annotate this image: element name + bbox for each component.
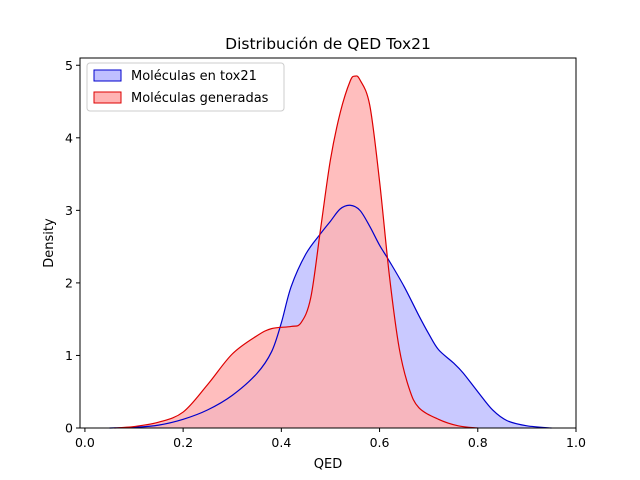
y-axis-label: Density: [42, 218, 57, 268]
x-tick-label: 0.4: [271, 435, 291, 450]
legend-swatch-1: [93, 69, 122, 82]
legend-box: [86, 62, 285, 112]
x-tick-label: 1.0: [566, 435, 586, 450]
x-tick-label: 0.8: [468, 435, 488, 450]
y-tick-label: 2: [65, 275, 73, 290]
series-layer: [109, 75, 552, 429]
x-tick-label: 0.6: [370, 435, 390, 450]
series-1-line: [109, 204, 552, 429]
plot-frame: [79, 57, 577, 429]
y-tick-label: 5: [65, 58, 73, 73]
series-2-area: [114, 75, 478, 428]
chart-title: Distribución de QED Tox21: [225, 35, 431, 53]
y-tick-label: 3: [65, 203, 73, 218]
series-2-line: [114, 75, 478, 429]
legend-label-1: Moléculas en tox21: [131, 69, 257, 84]
y-tick-label: 4: [65, 130, 73, 145]
legend-label-2: Moléculas generadas: [131, 91, 269, 106]
x-axis-label: QED: [314, 457, 342, 472]
x-tick-label: 0.0: [75, 435, 95, 450]
y-tick-label: 1: [65, 348, 73, 363]
y-tick-label: 0: [65, 421, 73, 436]
y-axis: 0 1 2 3 4 5: [65, 58, 80, 436]
x-tick-label: 0.2: [173, 435, 193, 450]
legend-swatch-2: [93, 91, 122, 104]
x-axis: 0.0 0.2 0.4 0.6 0.8 1.0: [75, 428, 586, 450]
legend: Moléculas en tox21 Moléculas generadas: [86, 62, 285, 112]
